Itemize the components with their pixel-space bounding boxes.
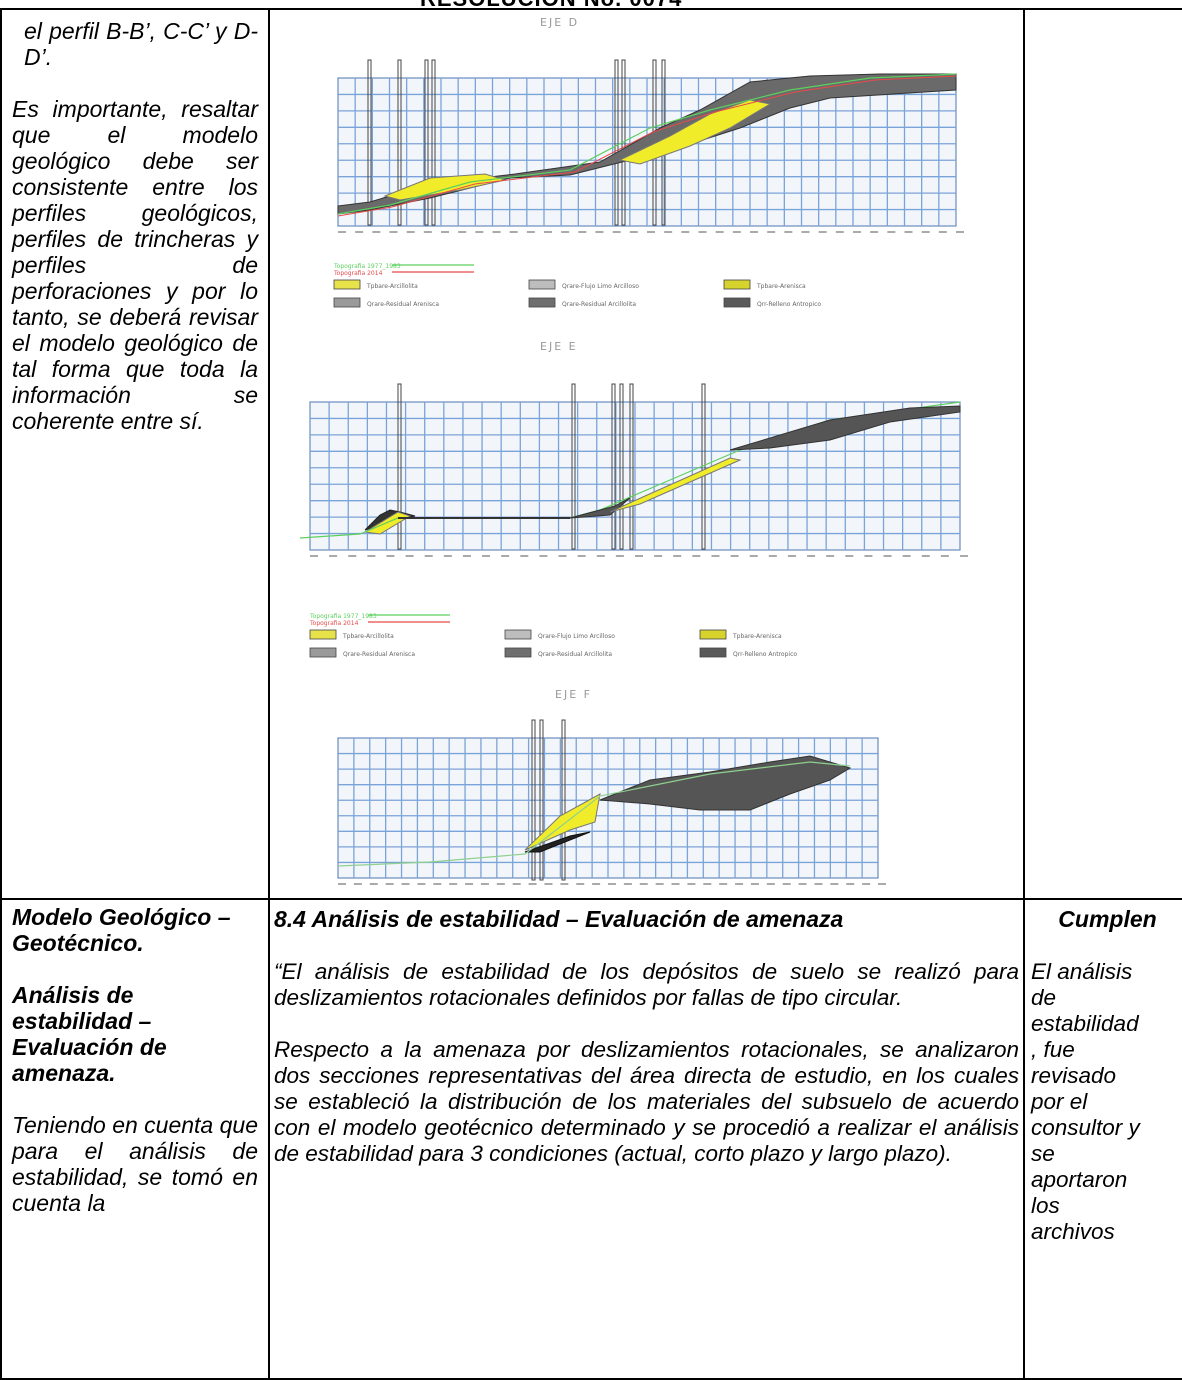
topography-1977-line — [337, 761, 851, 867]
document-excerpt-cell: 8.4 Análisis de estabilidad – Evaluación… — [268, 898, 1025, 1380]
legend-label: Tpbare-Arcillolita — [342, 633, 394, 640]
legend-label: Qrr-Relleno Antropico — [733, 651, 797, 658]
legend-label: Topografia 2014 — [333, 270, 383, 277]
legend-label: Topografia 1977_1983 — [309, 613, 377, 620]
borehole-marker — [367, 59, 372, 226]
response-line: de — [1031, 985, 1057, 1010]
status-label: Cumplen — [1058, 906, 1157, 932]
sandstone-layer — [524, 793, 601, 851]
response-cell: Cumplen El análisis de estabilidad, fue rev… — [1023, 898, 1182, 1380]
intro-text: el perfil B-B’, C-C’ y D-D’. — [24, 18, 258, 70]
response-line: estabilidad — [1031, 1011, 1139, 1036]
rock-layer — [599, 755, 852, 811]
excerpt-paragraph: Respecto a la amenaza por deslizamientos… — [274, 1037, 1019, 1166]
legend-swatch — [333, 279, 361, 290]
resolution-number: 0074 — [629, 0, 682, 11]
legend-label: Tpbare-Arenisca — [732, 633, 782, 640]
topography-1977-line — [337, 73, 957, 215]
response-line: revisado — [1031, 1063, 1117, 1088]
subtopic-title: Análisis de estabilidad – Evaluación de … — [12, 982, 167, 1086]
legend-label: Qrare-Flujo Limo Arcilloso — [538, 633, 615, 640]
borehole-marker — [629, 383, 634, 550]
table-row: Modelo Geológico – Geotécnico. Análisis … — [0, 898, 1182, 1380]
legend-label: Qrr-Relleno Antropico — [757, 301, 821, 308]
borehole-marker — [571, 383, 576, 550]
observation-cell: el perfil B-B’, C-C’ y D-D’. Es importan… — [0, 8, 270, 900]
response-text: El análisis de estabilidad, fue revisado por… — [1026, 959, 1182, 1245]
legend-swatch — [723, 297, 751, 308]
rock-layer — [729, 405, 961, 451]
borehole-marker — [611, 383, 616, 550]
response-line: se — [1031, 1141, 1055, 1166]
section-title: 8.4 Análisis de estabilidad – Evaluación… — [274, 906, 844, 932]
response-line: , fue — [1031, 1037, 1075, 1062]
topic-title: Modelo Geológico – Geotécnico. — [12, 904, 231, 956]
response-line: aportaron — [1031, 1167, 1128, 1192]
observation-text: Es importante, resaltar que el modelo ge… — [12, 96, 258, 434]
legend-label: Qrare-Flujo Limo Arcilloso — [562, 283, 639, 290]
response-line: consultor y — [1031, 1115, 1140, 1140]
observation-cell: Modelo Geológico – Geotécnico. Análisis … — [0, 898, 270, 1380]
legend-label: Tpbare-Arenisca — [756, 283, 806, 290]
borehole-marker — [539, 719, 544, 881]
figure-title: EJE E — [540, 340, 578, 353]
legend-swatch — [504, 629, 532, 640]
rock-layer — [524, 831, 591, 853]
borehole-marker — [531, 719, 536, 881]
response-line: por el — [1031, 1089, 1088, 1114]
borehole-marker — [431, 59, 436, 226]
figure-cell: EJE D Topografia 1977_1983 Topografia 2014… — [268, 8, 1025, 900]
borehole-marker — [561, 719, 566, 881]
figure-title: EJE F — [555, 688, 592, 701]
legend-label: Tpbare-Arcillolita — [366, 283, 418, 290]
legend-swatch — [699, 629, 727, 640]
legend-swatch — [723, 279, 751, 290]
response-line: El análisis — [1031, 959, 1133, 984]
sandstone-layer — [618, 99, 772, 165]
legend-label: Qrare-Residual Arcillolita — [538, 651, 612, 658]
legend-swatch — [528, 297, 556, 308]
borehole-marker — [619, 383, 624, 550]
resolution-header: RESOLUCIÓN No. 0074 — [420, 0, 682, 11]
response-cell — [1023, 8, 1182, 900]
legend-label: Topografia 1977_1983 — [333, 263, 401, 270]
figure-title: EJE D — [540, 16, 579, 29]
observation-text: Teniendo en cuenta que para el análisis … — [12, 1112, 258, 1216]
sandstone-layer — [609, 457, 742, 513]
borehole-marker — [397, 383, 402, 550]
legend-swatch — [309, 629, 337, 640]
excerpt-paragraph: “El análisis de estabilidad de los depós… — [274, 959, 1019, 1010]
legend-label: Qrare-Residual Arcillolita — [562, 301, 636, 308]
borehole-marker — [614, 59, 619, 226]
legend-swatch — [528, 279, 556, 290]
legend-swatch — [333, 297, 361, 308]
legend-swatch — [699, 647, 727, 658]
borehole-marker — [424, 59, 429, 226]
legend-label: Topografia 2014 — [309, 620, 359, 627]
topography-2014-line — [337, 75, 957, 217]
resolution-prefix: RESOLUCIÓN No. — [420, 0, 622, 11]
response-line: archivos — [1031, 1219, 1115, 1244]
legend-swatch — [504, 647, 532, 658]
table-row: el perfil B-B’, C-C’ y D-D’. Es importan… — [0, 8, 1182, 900]
response-line: los — [1031, 1193, 1060, 1218]
legend-label: Qrare-Residual Arenisca — [343, 651, 415, 658]
review-table: el perfil B-B’, C-C’ y D-D’. Es importan… — [0, 8, 1182, 1380]
legend-label: Qrare-Residual Arenisca — [367, 301, 439, 308]
borehole-marker — [397, 59, 402, 226]
legend-swatch — [309, 647, 337, 658]
